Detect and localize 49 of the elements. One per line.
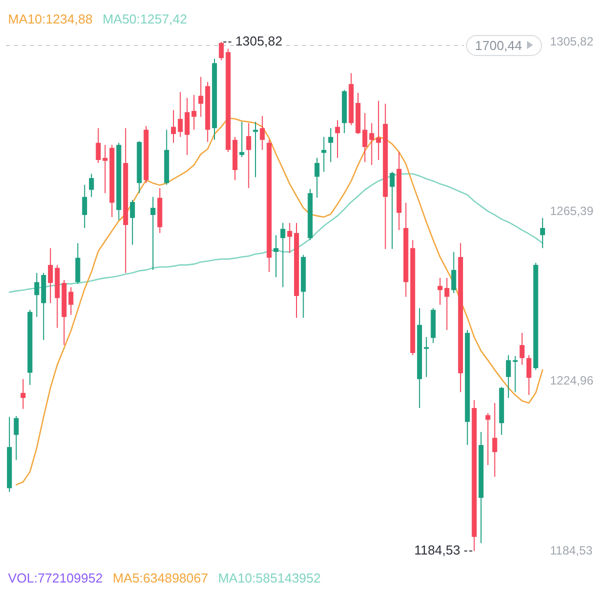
- y-tick-label: 1265,39: [550, 204, 594, 218]
- y-tick-label: 1224,96: [550, 374, 594, 388]
- text: MA50:1257,42: [102, 12, 188, 27]
- candlestick: [321, 136, 326, 172]
- candlestick: [253, 121, 258, 178]
- candlestick: [512, 355, 518, 393]
- candlestick: [68, 286, 74, 316]
- candlestick: [451, 251, 456, 294]
- candlestick: [287, 222, 292, 254]
- candlestick: [82, 184, 88, 228]
- candlestick: [48, 248, 53, 304]
- candlestick: [280, 222, 286, 288]
- annotation: 1184,53: [414, 542, 460, 558]
- annotation: 1305,82: [235, 34, 282, 49]
- candlestick: [14, 415, 19, 461]
- annotation: 1700,44: [475, 38, 522, 53]
- candlestick: [314, 157, 320, 198]
- candlestick: [274, 234, 278, 278]
- candlestick: [506, 354, 511, 398]
- candlestick: [492, 402, 498, 478]
- candlestick: [246, 122, 252, 189]
- text: MA5:634898067: [112, 570, 208, 586]
- candlestick: [102, 144, 108, 194]
- candlestick: [390, 171, 395, 250]
- candlestick: [376, 100, 381, 161]
- y-tick-label: 1184,53: [550, 543, 593, 558]
- candlestick: [239, 121, 244, 158]
- candlestick: [540, 217, 546, 249]
- candlestick: [96, 128, 101, 164]
- candlestick: [526, 354, 532, 396]
- candlestick: [485, 412, 490, 466]
- candlestick: [192, 94, 196, 130]
- candlestick: [150, 196, 156, 270]
- candlestick: [260, 115, 265, 150]
- candlestick: [34, 272, 40, 318]
- text: MA10:1234,88: [8, 12, 93, 27]
- y-tick-label: 1305,82: [550, 34, 594, 48]
- candlestick: [171, 110, 176, 144]
- candlestick: [20, 378, 26, 410]
- candlestick: [444, 277, 450, 330]
- candlestick: [520, 332, 525, 366]
- candlestick: [424, 336, 429, 378]
- text: VOL:772109952: [8, 570, 103, 586]
- text: MA10:585143952: [218, 570, 321, 586]
- candlestick: [130, 199, 135, 246]
- candlestick: [335, 120, 340, 158]
- candlestick: [88, 173, 94, 198]
- candlestick: [328, 128, 334, 163]
- candlestick: [438, 277, 443, 306]
